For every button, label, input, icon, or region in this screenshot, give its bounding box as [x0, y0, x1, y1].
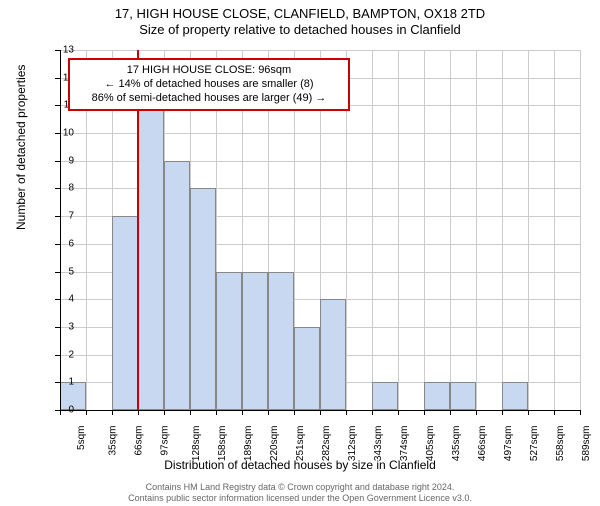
- ytick-label: 9: [54, 155, 74, 166]
- xtick-label: 66sqm: [134, 426, 145, 456]
- histogram-bar: [294, 327, 320, 410]
- histogram-bar: [450, 382, 476, 410]
- histogram-bar: [164, 161, 190, 410]
- gridline-vertical: [450, 50, 451, 410]
- gridline-vertical: [372, 50, 373, 410]
- title-address: 17, HIGH HOUSE CLOSE, CLANFIELD, BAMPTON…: [0, 6, 600, 21]
- ytick-label: 4: [54, 294, 74, 305]
- histogram-bar: [372, 382, 398, 410]
- xtick-label: 5sqm: [76, 426, 87, 450]
- histogram-bar: [502, 382, 528, 410]
- xtick-label: 251sqm: [295, 426, 306, 462]
- gridline-vertical: [424, 50, 425, 410]
- histogram-bar: [242, 272, 268, 410]
- ytick-label: 8: [54, 183, 74, 194]
- ytick-label: 3: [54, 321, 74, 332]
- histogram-bar: [268, 272, 294, 410]
- xtick-label: 282sqm: [321, 426, 332, 462]
- histogram-bar: [112, 216, 138, 410]
- xtick-label: 558sqm: [555, 426, 566, 462]
- ytick-label: 2: [54, 349, 74, 360]
- ytick-label: 0: [54, 405, 74, 416]
- histogram-bar: [190, 188, 216, 410]
- annotation-line: 17 HIGH HOUSE CLOSE: 96sqm: [78, 64, 340, 78]
- footer-line1: Contains HM Land Registry data © Crown c…: [0, 482, 600, 493]
- ytick-label: 7: [54, 211, 74, 222]
- xtick-label: 189sqm: [243, 426, 254, 462]
- x-axis-line: [60, 410, 580, 411]
- ytick-label: 6: [54, 238, 74, 249]
- gridline-vertical: [580, 50, 581, 410]
- xtick-label: 589sqm: [581, 426, 592, 462]
- gridline-vertical: [502, 50, 503, 410]
- xtick-label: 497sqm: [503, 426, 514, 462]
- xtick-label: 128sqm: [191, 426, 202, 462]
- y-axis-label: Number of detached properties: [14, 65, 28, 230]
- histogram-bar: [320, 299, 346, 410]
- gridline-vertical: [398, 50, 399, 410]
- histogram-bar: [216, 272, 242, 410]
- xtick-label: 374sqm: [399, 426, 410, 462]
- xtick-label: 35sqm: [108, 426, 119, 456]
- annotation-line: 86% of semi-detached houses are larger (…: [78, 92, 340, 106]
- footer-attribution: Contains HM Land Registry data © Crown c…: [0, 482, 600, 504]
- gridline-vertical: [554, 50, 555, 410]
- ytick-label: 5: [54, 266, 74, 277]
- ytick-label: 1: [54, 377, 74, 388]
- xtick-label: 405sqm: [425, 426, 436, 462]
- xtick-mark: [580, 410, 581, 415]
- xtick-label: 343sqm: [373, 426, 384, 462]
- gridline-vertical: [528, 50, 529, 410]
- histogram-bar: [138, 105, 164, 410]
- xtick-label: 435sqm: [451, 426, 462, 462]
- xtick-label: 466sqm: [477, 426, 488, 462]
- annotation-callout: 17 HIGH HOUSE CLOSE: 96sqm← 14% of detac…: [68, 58, 350, 111]
- ytick-label: 10: [54, 128, 74, 139]
- xtick-label: 158sqm: [217, 426, 228, 462]
- gridline-vertical: [476, 50, 477, 410]
- xtick-label: 97sqm: [160, 426, 171, 456]
- title-subtitle: Size of property relative to detached ho…: [0, 22, 600, 37]
- footer-line2: Contains public sector information licen…: [0, 493, 600, 504]
- xtick-label: 312sqm: [347, 426, 358, 462]
- ytick-label: 13: [54, 45, 74, 56]
- xtick-label: 220sqm: [269, 426, 280, 462]
- annotation-line: ← 14% of detached houses are smaller (8): [78, 78, 340, 92]
- xtick-label: 527sqm: [529, 426, 540, 462]
- histogram-bar: [424, 382, 450, 410]
